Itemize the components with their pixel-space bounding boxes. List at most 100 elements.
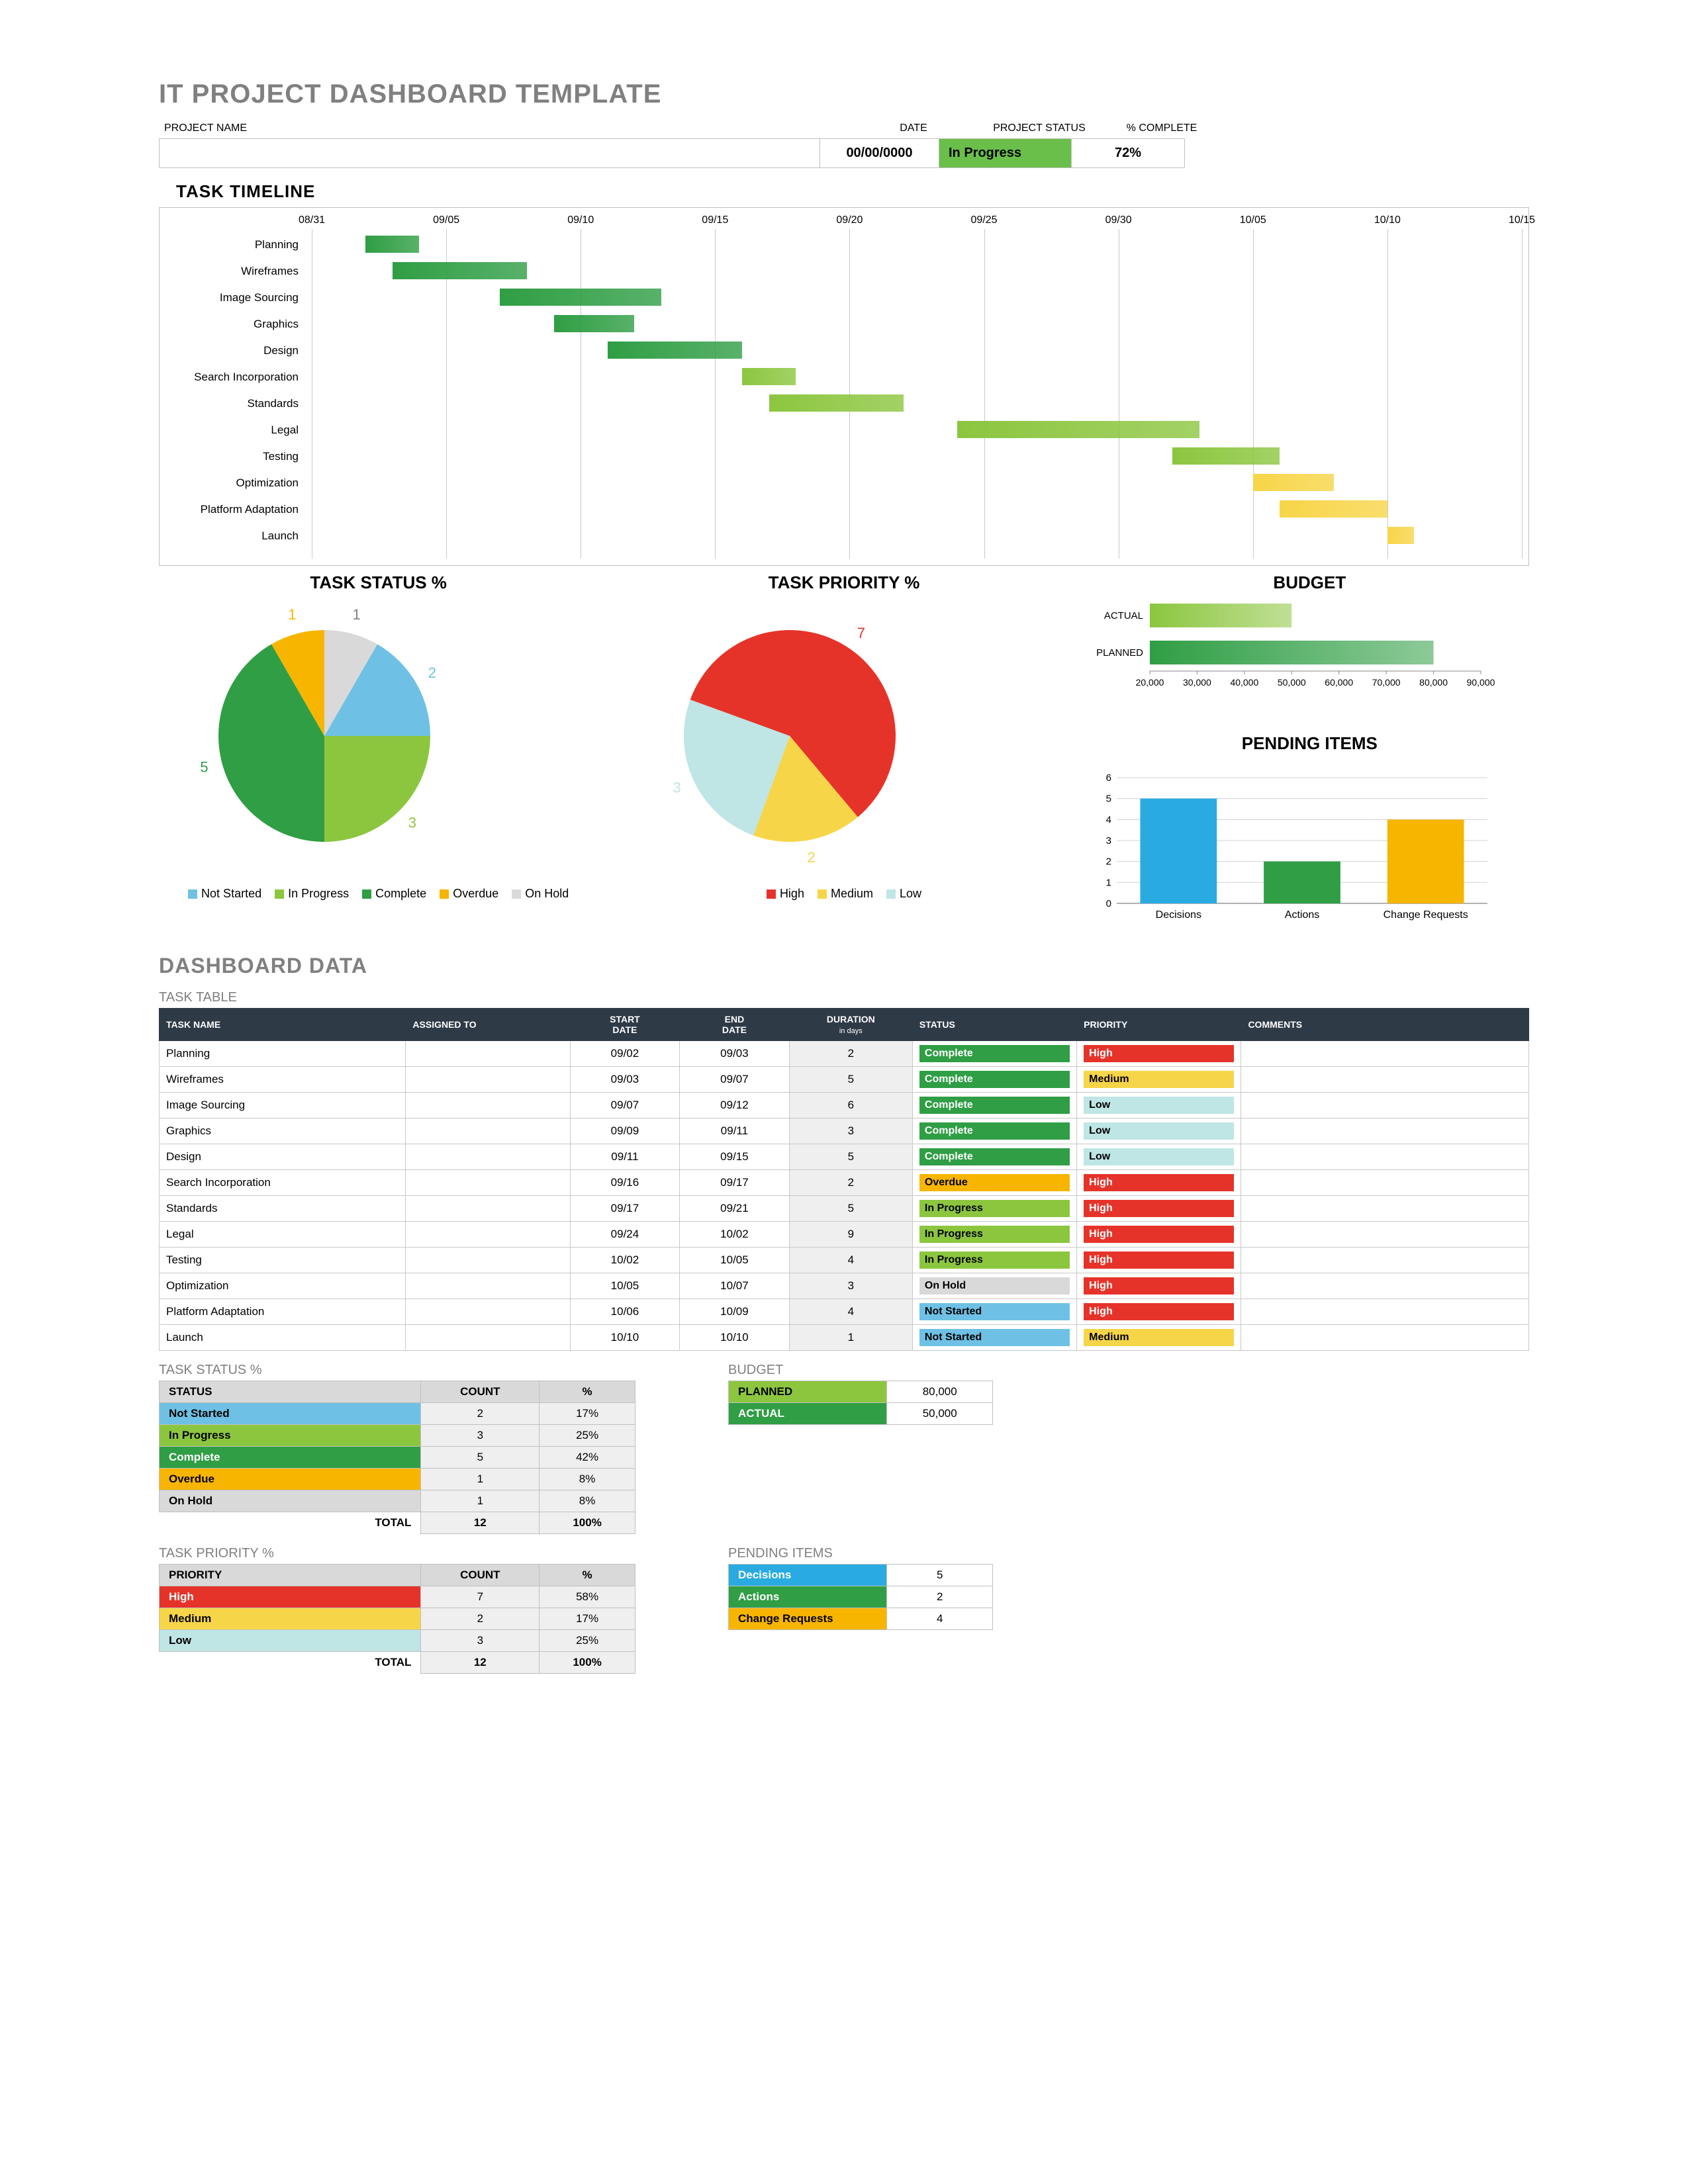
pie-value-label: 3 bbox=[673, 779, 681, 796]
assigned-cell bbox=[406, 1041, 570, 1067]
task-priority-table-title: TASK PRIORITY % bbox=[159, 1546, 635, 1561]
header-meta: PROJECT NAME DATE PROJECT STATUS % COMPL… bbox=[159, 120, 1529, 168]
gantt-axis-label: 09/15 bbox=[695, 214, 735, 226]
end-cell: 09/17 bbox=[680, 1170, 790, 1196]
gantt-gridline bbox=[984, 229, 985, 559]
date-cell: 00/00/0000 bbox=[820, 139, 939, 167]
gantt-axis-label: 10/10 bbox=[1368, 214, 1407, 226]
gantt-bar bbox=[365, 236, 419, 253]
pie-value-label: 3 bbox=[408, 815, 416, 831]
start-cell: 09/16 bbox=[570, 1170, 680, 1196]
status-cell: In Progress bbox=[912, 1196, 1076, 1222]
assigned-cell bbox=[406, 1118, 570, 1144]
comments-cell bbox=[1241, 1118, 1529, 1144]
mini-pct: 58% bbox=[539, 1586, 635, 1608]
end-cell: 09/03 bbox=[680, 1041, 790, 1067]
table-row: Wireframes 09/03 09/07 5 Complete Medium bbox=[160, 1067, 1529, 1093]
start-cell: 09/02 bbox=[570, 1041, 680, 1067]
start-cell: 09/17 bbox=[570, 1196, 680, 1222]
status-cell: In Progress bbox=[912, 1222, 1076, 1248]
label-date: DATE bbox=[854, 120, 973, 137]
gantt-axis-label: 10/15 bbox=[1502, 214, 1542, 226]
tick-label: 70,000 bbox=[1372, 677, 1400, 688]
tick-label: 90,000 bbox=[1466, 677, 1495, 688]
gantt-axis-label: 08/31 bbox=[292, 214, 332, 226]
gantt-axis-label: 09/30 bbox=[1099, 214, 1139, 226]
mini-pct: 8% bbox=[539, 1469, 635, 1490]
table-row: Graphics 09/09 09/11 3 Complete Low bbox=[160, 1118, 1529, 1144]
gantt-axis-label: 09/05 bbox=[426, 214, 466, 226]
mini-pct: 8% bbox=[539, 1490, 635, 1512]
comments-cell bbox=[1241, 1144, 1529, 1170]
comments-cell bbox=[1241, 1041, 1529, 1067]
mini-label: Low bbox=[160, 1630, 421, 1652]
mini-pct: 17% bbox=[539, 1608, 635, 1630]
mini-count: 2 bbox=[421, 1403, 539, 1425]
pending-chart: 0123456DecisionsActionsChange Requests bbox=[1090, 758, 1501, 930]
dur-cell: 6 bbox=[789, 1093, 912, 1118]
status-cell: Complete bbox=[912, 1041, 1076, 1067]
pie-value-label: 2 bbox=[808, 849, 816, 866]
task-priority-table: PRIORITYCOUNT% High 7 58% Medium 2 17% L… bbox=[159, 1564, 635, 1674]
mini-count: 7 bbox=[421, 1586, 539, 1608]
task-th: STARTDATE bbox=[570, 1009, 680, 1041]
dur-cell: 5 bbox=[789, 1196, 912, 1222]
mini-count: 5 bbox=[421, 1447, 539, 1469]
page-title: IT PROJECT DASHBOARD TEMPLATE bbox=[159, 79, 1529, 109]
comments-cell bbox=[1241, 1170, 1529, 1196]
gantt-gridline bbox=[849, 229, 850, 559]
tick-label: 80,000 bbox=[1419, 677, 1448, 688]
mini-th: % bbox=[539, 1565, 635, 1586]
y-tick-label: 6 bbox=[1105, 772, 1111, 784]
pending-table-title: PENDING ITEMS bbox=[728, 1546, 993, 1561]
table-row: Medium 2 17% bbox=[160, 1608, 635, 1630]
gantt-axis-label: 09/10 bbox=[561, 214, 600, 226]
task-th: TASK NAME bbox=[160, 1009, 406, 1041]
priority-cell: Medium bbox=[1077, 1067, 1241, 1093]
task-th: COMMENTS bbox=[1241, 1009, 1529, 1041]
pending-bar-label: Change Requests bbox=[1383, 909, 1468, 921]
gantt-gridline bbox=[1253, 229, 1254, 559]
start-cell: 09/09 bbox=[570, 1118, 680, 1144]
gantt-task-label: Launch bbox=[166, 529, 305, 543]
mini-th: STATUS bbox=[160, 1381, 421, 1403]
end-cell: 09/21 bbox=[680, 1196, 790, 1222]
assigned-cell bbox=[406, 1325, 570, 1351]
table-row: Legal 09/24 10/02 9 In Progress High bbox=[160, 1222, 1529, 1248]
priority-cell: High bbox=[1077, 1273, 1241, 1299]
end-cell: 10/07 bbox=[680, 1273, 790, 1299]
pct-cell: 72% bbox=[1072, 139, 1184, 167]
status-cell: In Progress bbox=[912, 1248, 1076, 1273]
gantt-bar bbox=[554, 315, 635, 332]
end-cell: 10/09 bbox=[680, 1299, 790, 1325]
task-th: DURATIONin days bbox=[789, 1009, 912, 1041]
end-cell: 10/10 bbox=[680, 1325, 790, 1351]
project-name-cell[interactable] bbox=[160, 139, 820, 167]
kv-value: 80,000 bbox=[887, 1381, 993, 1403]
kv-label: ACTUAL bbox=[729, 1403, 887, 1425]
gantt-task-label: Legal bbox=[166, 424, 305, 437]
comments-cell bbox=[1241, 1196, 1529, 1222]
comments-cell bbox=[1241, 1067, 1529, 1093]
mini-count: 1 bbox=[421, 1469, 539, 1490]
totals-row: TOTAL 12 100% bbox=[160, 1512, 635, 1534]
table-row: Decisions 5 bbox=[729, 1565, 993, 1586]
gantt-bar bbox=[608, 341, 742, 359]
mini-label: Not Started bbox=[160, 1403, 421, 1425]
tick-label: 60,000 bbox=[1325, 677, 1353, 688]
status-cell: Not Started bbox=[912, 1299, 1076, 1325]
task-name-cell: Standards bbox=[160, 1196, 406, 1222]
dur-cell: 4 bbox=[789, 1248, 912, 1273]
task-name-cell: Wireframes bbox=[160, 1067, 406, 1093]
gantt-axis-label: 09/20 bbox=[829, 214, 869, 226]
priority-cell: High bbox=[1077, 1196, 1241, 1222]
task-name-cell: Search Incorporation bbox=[160, 1170, 406, 1196]
gantt-task-label: Platform Adaptation bbox=[166, 503, 305, 516]
pie-value-label: 1 bbox=[288, 606, 296, 623]
comments-cell bbox=[1241, 1093, 1529, 1118]
assigned-cell bbox=[406, 1299, 570, 1325]
task-priority-legend: HighMediumLow bbox=[624, 886, 1063, 902]
gantt-task-label: Standards bbox=[166, 397, 305, 410]
mini-label: Complete bbox=[160, 1447, 421, 1469]
start-cell: 10/06 bbox=[570, 1299, 680, 1325]
